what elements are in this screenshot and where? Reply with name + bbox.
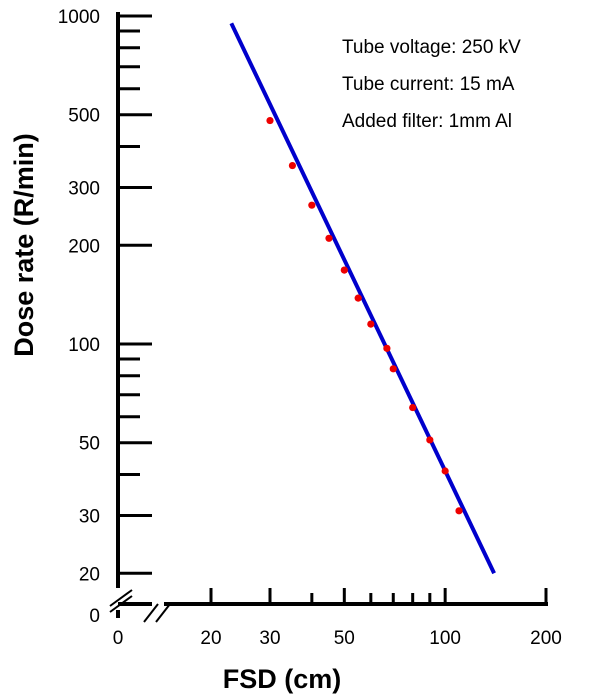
data-point [455, 507, 463, 515]
data-points [266, 116, 463, 515]
data-point [340, 266, 348, 274]
y-origin-label: 0 [89, 606, 100, 627]
x-axis-break-mark [155, 603, 171, 623]
annotation-text: Tube voltage: 250 kV [342, 37, 521, 58]
y-tick-label: 20 [79, 564, 100, 585]
x-axis-break-mark [143, 603, 159, 623]
y-tick-label: 500 [68, 106, 100, 127]
x-tick-label: 20 [200, 628, 221, 649]
y-tick-label: 300 [68, 179, 100, 200]
data-point [288, 161, 297, 170]
y-tick-label: 1000 [58, 7, 100, 28]
annotations: Tube voltage: 250 kV Tube current: 15 mA A… [342, 37, 521, 132]
x-tick-label: 30 [259, 628, 280, 649]
fit-line-group [229, 22, 496, 575]
data-point [325, 234, 333, 242]
y-axis-break-mark [109, 589, 133, 607]
data-point [367, 320, 375, 328]
data-point [266, 116, 274, 125]
y-axis-title: Dose rate (R/min) [9, 133, 39, 357]
x-tick-label: 100 [429, 628, 461, 649]
fit-line [229, 22, 496, 575]
y-tick-label: 100 [68, 335, 100, 356]
data-point [389, 365, 397, 373]
x-tick-label: 50 [334, 628, 355, 649]
data-point [441, 467, 449, 475]
data-point [409, 403, 417, 412]
axes [109, 12, 548, 623]
x-axis-title: FSD (cm) [223, 664, 342, 694]
y-tick-label: 30 [79, 507, 100, 528]
data-point [426, 436, 434, 444]
x-origin-label: 0 [113, 628, 124, 649]
data-point [308, 201, 316, 209]
data-point [354, 294, 362, 302]
data-point [383, 344, 391, 352]
tick-labels: 20 30 50 100 200 300 500 1000 0 20 30 50 100 200 0 [58, 7, 562, 649]
annotation-text: Tube current: 15 mA [342, 74, 515, 95]
y-tick-label: 200 [68, 236, 100, 257]
y-tick-label: 50 [79, 434, 100, 455]
annotation-text: Added filter: 1mm Al [342, 111, 512, 132]
x-tick-label: 200 [530, 628, 562, 649]
